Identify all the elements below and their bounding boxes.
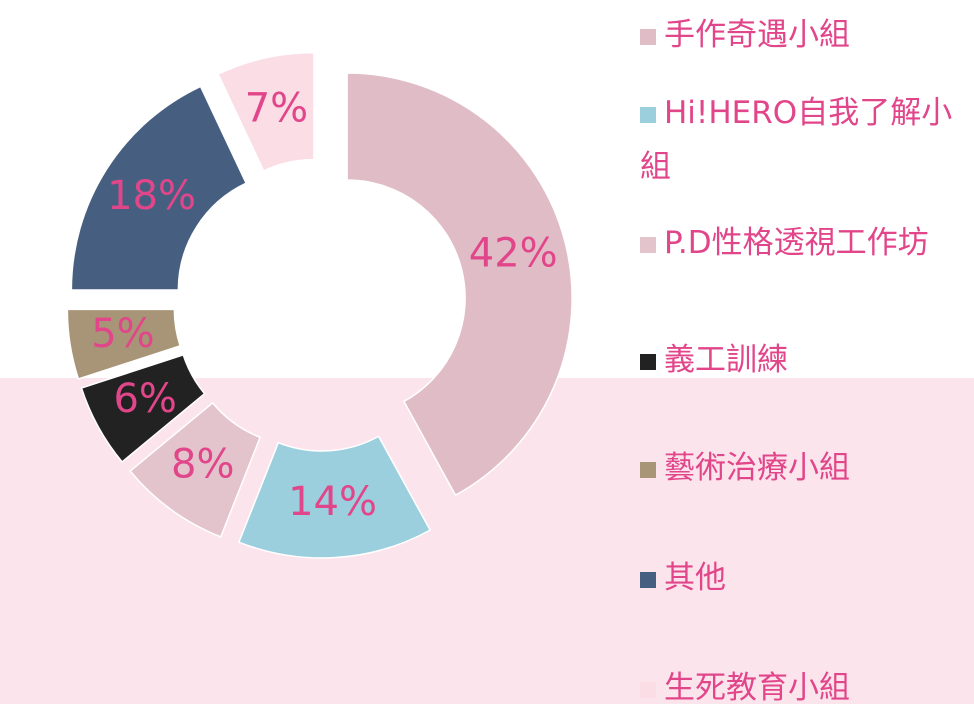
- legend-item: 藝術治療小組: [640, 441, 970, 495]
- legend-swatch: [640, 681, 656, 698]
- data-label: 6%: [113, 376, 176, 422]
- legend-label: 義工訓練: [664, 342, 788, 378]
- legend-item: P.D性格透視工作坊: [640, 216, 970, 270]
- data-label: 7%: [245, 85, 308, 131]
- legend-item: 其他: [640, 551, 970, 605]
- data-label: 18%: [107, 173, 196, 219]
- legend-label: Hi!HERO自我了解小組: [640, 95, 953, 185]
- legend-swatch: [640, 106, 656, 123]
- legend-label: 其他: [664, 560, 726, 596]
- legend-swatch: [640, 236, 656, 253]
- donut-slice: [217, 51, 315, 172]
- donut-slice: [346, 72, 573, 497]
- legend-label: P.D性格透視工作坊: [664, 225, 929, 261]
- legend-label: 生死教育小組: [664, 670, 850, 704]
- data-label: 42%: [469, 230, 558, 276]
- data-label: 5%: [91, 311, 154, 357]
- donut-slice: [70, 85, 248, 291]
- legend-label: 手作奇遇小組: [664, 17, 850, 53]
- legend-swatch: [640, 461, 656, 478]
- donut-slice: [237, 435, 432, 559]
- data-label: 14%: [288, 479, 377, 525]
- donut-slice: [129, 401, 262, 538]
- legend-item: 手作奇遇小組: [640, 8, 970, 62]
- legend-item: 生死教育小組: [640, 661, 970, 704]
- donut-slice: [80, 354, 206, 463]
- legend-item: Hi!HERO自我了解小組: [640, 86, 970, 194]
- legend-swatch: [640, 28, 656, 45]
- legend-label: 藝術治療小組: [664, 450, 850, 486]
- donut-slice: [66, 308, 182, 380]
- legend-swatch: [640, 353, 656, 370]
- legend-swatch: [640, 571, 656, 588]
- data-label: 8%: [171, 441, 234, 487]
- legend-item: 義工訓練: [640, 333, 970, 387]
- chart: 42% 14% 8% 6% 5% 18% 7%: [66, 51, 573, 559]
